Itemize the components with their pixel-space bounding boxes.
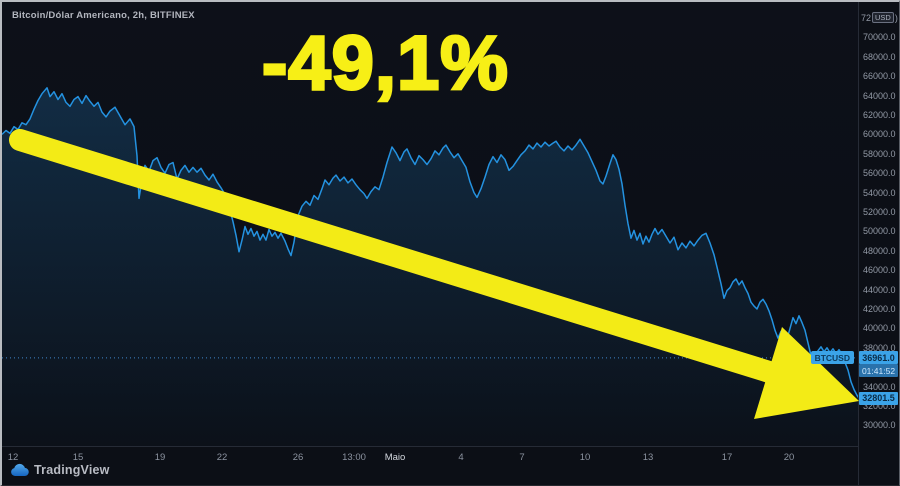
time-tick-label: 12: [7, 452, 19, 463]
tradingview-cloud-icon: [11, 463, 29, 477]
price-tick-label: 70000.0: [863, 32, 896, 43]
price-tick-label: 58000.0: [863, 148, 896, 159]
price-axis[interactable]: 72 USD ) 70000.0 68000.0 66000.0 64000.0 620…: [858, 2, 899, 485]
price-tick-label: 68000.0: [863, 51, 896, 62]
time-tick-label: 13:00: [342, 452, 366, 463]
price-tick-label: 52000.0: [863, 207, 896, 217]
bar-countdown-badge: 01:41:52: [859, 364, 898, 378]
time-tick-label: 26: [292, 452, 304, 463]
price-tick-label: 56000.0: [863, 168, 896, 179]
time-axis[interactable]: TradingView 12 15 19 22 26 13:00 Maio 4 7 10 13 17 2…: [2, 446, 858, 485]
time-tick-label: 10: [579, 452, 591, 463]
price-tick-label: 32000.0: [863, 401, 896, 411]
last-price-badge: 32801.5: [859, 391, 898, 405]
clipped-price-label: 72: [861, 12, 872, 23]
price-tick-label: 50000.0: [863, 226, 896, 237]
price-axis-suffix: ): [894, 12, 898, 23]
time-tick-label: 13: [642, 452, 654, 463]
time-tick-label: 17: [721, 452, 733, 463]
price-tick-label: 46000.0: [863, 265, 896, 276]
time-tick-label: Maio: [384, 452, 406, 463]
price-tick-label: 64000.0: [863, 90, 896, 101]
price-tick-label: 42000.0: [863, 304, 896, 314]
price-tick-label: 30000.0: [863, 420, 896, 431]
time-tick-label: 4: [458, 452, 464, 463]
price-line-value-badge: 36961.0: [859, 351, 898, 365]
currency-usd-badge: USD: [872, 12, 894, 23]
drawdown-label[interactable]: -49,1%: [261, 21, 510, 106]
price-tick-label: 40000.0: [863, 323, 896, 334]
tradingview-logo[interactable]: TradingView: [10, 463, 110, 477]
time-tick-label: 19: [154, 452, 166, 463]
price-tick-label: 34000.0: [863, 381, 896, 392]
price-tick-label: 38000.0: [863, 342, 896, 353]
price-tick-label: 54000.0: [863, 187, 896, 198]
price-tick-label: 48000.0: [863, 245, 896, 256]
tradingview-logo-text: TradingView: [34, 463, 110, 477]
price-axis-top-label: 72 USD ): [861, 12, 898, 23]
price-tick-label: 62000.0: [863, 110, 896, 120]
symbol-title[interactable]: Bitcoin/Dólar Americano, 2h, BITFINEX: [12, 10, 195, 21]
price-tick-label: 44000.0: [863, 284, 896, 295]
price-area: [2, 87, 858, 446]
time-tick-label: 22: [216, 452, 228, 463]
price-tick-label: 60000.0: [863, 129, 896, 140]
time-tick-label: 15: [72, 452, 84, 463]
time-tick-label: 7: [519, 452, 525, 463]
symbol-price-line-tag: BTCUSD: [810, 351, 854, 365]
time-tick-label: 20: [783, 452, 795, 463]
price-tick-label: 66000.0: [863, 71, 896, 82]
